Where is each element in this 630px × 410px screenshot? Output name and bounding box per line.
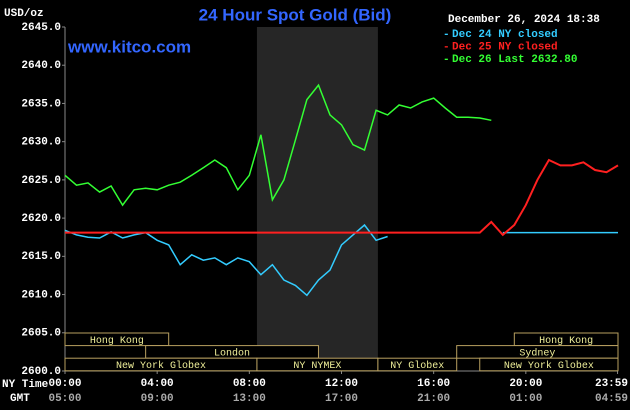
session-label: Hong Kong [539, 336, 593, 347]
y-tick-label: 2620.0 [21, 213, 61, 225]
y-axis-label: USD/oz [4, 8, 44, 20]
y-tick-label: 2635.0 [21, 98, 61, 110]
session-box [64, 332, 170, 347]
gmt-tick-label: 09:00 [141, 393, 174, 405]
session-label: New York Globex [116, 360, 206, 372]
x-tick-label: 08:00 [233, 378, 266, 390]
y-tick-label: 2630.0 [21, 137, 61, 149]
session-box [479, 357, 619, 372]
session-label: London [214, 348, 250, 360]
session-label: Hong Kong [90, 336, 144, 347]
y-tick-label: 2625.0 [21, 175, 61, 187]
legend-label: Dec 25 NY closed [452, 41, 558, 53]
x-tick-label: 20:00 [509, 378, 542, 390]
chart-title: 24 Hour Spot Gold (Bid) [199, 5, 392, 24]
x-tick-label: 04:00 [141, 378, 174, 390]
x-tick-label: 00:00 [48, 378, 81, 390]
gmt-tick-label: 17:00 [325, 393, 358, 405]
session-label: Sydney [519, 348, 555, 360]
x-tick-label: 12:00 [325, 378, 358, 390]
session-box [377, 357, 458, 372]
y-tick-label: 2605.0 [21, 328, 61, 340]
watermark: www.kitco.com [67, 37, 191, 56]
y-tick-label: 2640.0 [21, 60, 61, 72]
legend-label: Dec 24 NY closed [452, 29, 558, 41]
y-tick-label: 2610.0 [21, 289, 61, 301]
series-line [64, 83, 492, 207]
x-tick-label: 16:00 [417, 378, 450, 390]
session-label: NY NYMEX [293, 361, 341, 372]
x-axis-label: NY Time [2, 379, 49, 391]
gmt-tick-label: 01:00 [509, 393, 542, 405]
legend-label: Dec 26 Last 2632.80 [452, 54, 577, 66]
timestamp: December 26, 2024 18:38 [448, 14, 600, 26]
nymex-shade [256, 27, 378, 371]
y-tick-label: 2615.0 [21, 251, 61, 263]
y-tick-label: 2600.0 [21, 366, 61, 378]
session-label: New York Globex [504, 360, 594, 372]
gmt-tick-label: 21:00 [417, 393, 450, 405]
series-line [64, 223, 618, 297]
legend-marker: - [443, 54, 450, 66]
series-line [65, 158, 619, 237]
gmt-tick-label: 05:00 [48, 393, 81, 405]
gmt-tick-label: 13:00 [233, 393, 266, 405]
x-tick-label: 23:59 [595, 378, 628, 390]
gmt-tick-label: 04:59 [595, 393, 628, 405]
legend-marker: - [443, 41, 450, 53]
x2-axis-label: GMT [10, 393, 30, 405]
legend-marker: - [443, 29, 450, 41]
y-tick-label: 2645.0 [21, 22, 61, 34]
session-label: NY Globex [390, 360, 444, 372]
